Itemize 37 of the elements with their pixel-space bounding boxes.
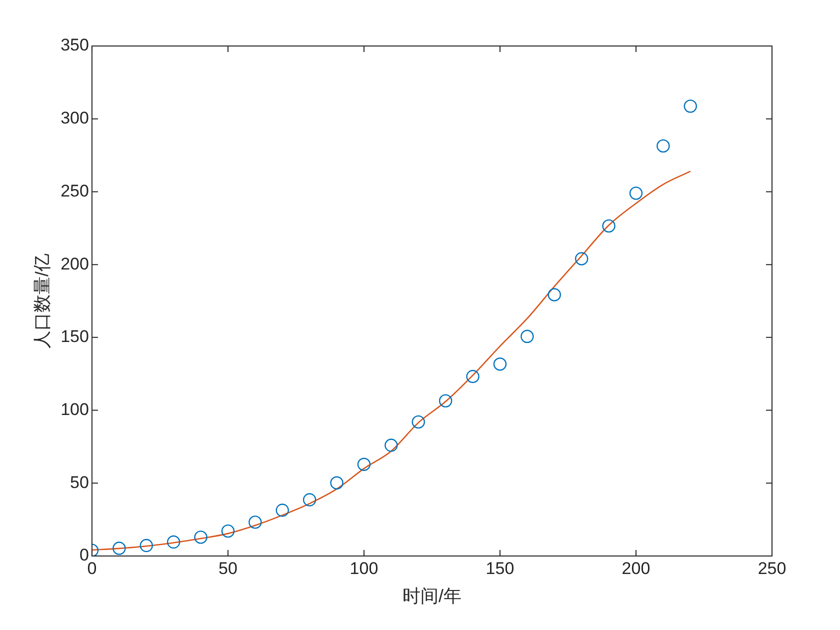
- y-tick-label: 0: [79, 546, 89, 565]
- x-tick-label: 100: [350, 558, 378, 578]
- x-tick-label: 50: [218, 558, 238, 578]
- point: [602, 219, 616, 233]
- point: [656, 139, 670, 153]
- point: [194, 530, 208, 544]
- point: [493, 357, 507, 371]
- y-tick-label: 250: [60, 181, 89, 200]
- point: [112, 542, 126, 555]
- point: [574, 252, 588, 266]
- point: [140, 538, 153, 552]
- point: [221, 524, 235, 538]
- y-tick-label: 200: [60, 254, 89, 274]
- point: [412, 415, 425, 429]
- point: [629, 186, 643, 200]
- point: [276, 504, 289, 517]
- point: [302, 493, 316, 506]
- y-tick-label: 50: [70, 472, 89, 492]
- x-tick-label: 150: [486, 558, 514, 578]
- x-tick-label: 200: [622, 558, 650, 578]
- point: [684, 100, 697, 113]
- point: [330, 476, 344, 490]
- x-tick-label: 250: [758, 558, 786, 578]
- y-axis-title: 人口数量/亿: [32, 253, 52, 349]
- y-tick-label: 350: [60, 36, 89, 55]
- point: [166, 535, 180, 549]
- x-axis-title: 时间/年: [402, 586, 462, 606]
- point: [384, 438, 398, 452]
- y-tick-label: 150: [60, 327, 89, 346]
- point: [438, 394, 452, 408]
- point: [357, 458, 371, 471]
- point: [466, 370, 480, 384]
- point: [248, 516, 262, 529]
- point: [520, 330, 534, 344]
- y-tick-label: 300: [60, 108, 89, 128]
- y-tick-label: 100: [60, 400, 89, 419]
- point: [548, 288, 561, 302]
